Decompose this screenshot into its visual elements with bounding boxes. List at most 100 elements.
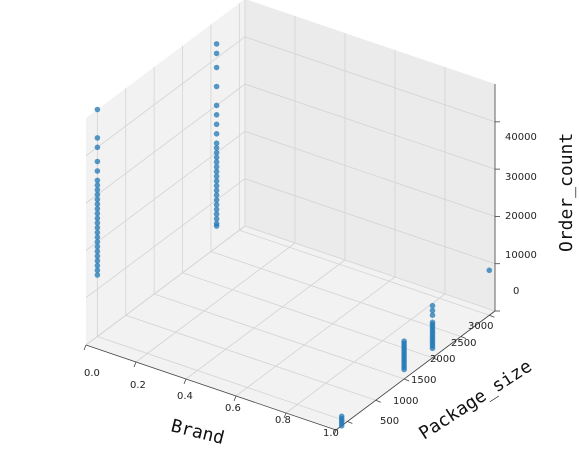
data-point	[213, 102, 220, 109]
data-point	[213, 50, 220, 57]
y-axis-line	[335, 310, 496, 431]
data-point	[94, 106, 101, 113]
y-grid-line	[239, 229, 490, 316]
data-point	[213, 159, 220, 165]
x-tick-mark	[83, 344, 87, 351]
x-tick-mark	[233, 395, 237, 402]
y-tick-mark	[489, 314, 495, 318]
data-point	[338, 413, 345, 420]
data-point	[401, 338, 407, 345]
y-grid-line	[125, 314, 376, 401]
y-tick-labels: 500 1000 1500 2000 2500 3000	[380, 321, 493, 427]
z-grid-line	[244, 178, 496, 265]
data-point	[94, 135, 101, 141]
y-axis-label: Package_size	[415, 356, 536, 444]
z-grid-line	[244, 36, 496, 123]
data-point	[94, 224, 101, 231]
y-grid-line	[182, 272, 433, 359]
data-point	[94, 220, 101, 226]
data-point	[94, 262, 101, 269]
data-point	[486, 267, 493, 274]
x-tick-label: 0.2	[130, 380, 146, 391]
data-point	[213, 83, 220, 90]
data-point	[213, 178, 220, 184]
y-tick-mark	[403, 378, 410, 382]
y-tick-mark	[347, 421, 353, 424]
data-point	[213, 220, 220, 227]
data-points	[94, 41, 493, 429]
floor-pane	[86, 226, 495, 430]
data-point	[94, 177, 101, 184]
y-tick-label: 500	[380, 416, 399, 427]
data-point	[213, 183, 220, 189]
z-grid-line	[244, 225, 496, 312]
z-grid-line	[85, 36, 246, 157]
data-point	[213, 131, 220, 137]
x-tick-label: 0.0	[84, 368, 100, 379]
data-point	[94, 267, 101, 274]
data-point	[213, 192, 220, 198]
z-axis-label: Order_count	[556, 133, 577, 252]
y-tick-mark	[375, 399, 381, 403]
x-grid-line	[135, 242, 296, 363]
data-point	[94, 201, 101, 207]
data-point	[213, 149, 220, 156]
data-point	[94, 272, 101, 278]
data-point	[213, 121, 220, 128]
data-point	[213, 173, 220, 180]
x-tick-label: 1.0	[323, 428, 339, 439]
z-grid-line	[85, 225, 246, 346]
grid-lines	[85, 0, 496, 431]
x-tick-mark	[133, 361, 137, 368]
y-tick-label: 1500	[411, 375, 436, 386]
data-point	[213, 154, 220, 161]
data-point	[94, 144, 101, 151]
data-point	[94, 215, 101, 222]
data-point	[94, 258, 101, 264]
data-point	[94, 206, 101, 212]
data-point	[213, 140, 220, 146]
data-point	[94, 191, 101, 198]
x-tick-mark	[333, 429, 337, 436]
y-tick-label: 1000	[393, 396, 418, 407]
z-grid-line	[244, 131, 496, 217]
data-point	[213, 64, 220, 71]
data-point	[213, 216, 220, 222]
data-point	[94, 158, 101, 165]
x-tick-label: 0.8	[275, 415, 291, 426]
data-point	[213, 201, 220, 208]
data-point	[94, 187, 101, 193]
y-grid-line	[154, 293, 405, 380]
data-point	[94, 196, 101, 203]
data-point	[213, 206, 220, 213]
data-point	[429, 319, 436, 326]
data-point	[213, 211, 220, 217]
z-tick-label: 40000	[505, 132, 537, 143]
z-tick-label: 30000	[505, 172, 537, 183]
data-point	[94, 182, 101, 188]
y-tick-mark	[432, 357, 438, 361]
x-grid-line	[235, 276, 396, 397]
y-grid-line	[97, 336, 348, 422]
data-point	[94, 248, 101, 255]
z-tick-label: 10000	[505, 250, 537, 261]
z-tick-labels: 0 10000 20000 30000 40000	[505, 132, 537, 297]
data-point	[429, 312, 436, 319]
x-tick-label: 0.4	[177, 391, 193, 402]
data-point	[429, 307, 436, 314]
data-point	[94, 168, 101, 174]
data-point	[94, 210, 101, 217]
data-point	[213, 41, 220, 47]
data-point	[213, 112, 220, 118]
data-point	[94, 239, 101, 245]
data-point	[213, 145, 220, 151]
data-point	[213, 197, 220, 203]
tick-marks	[83, 121, 500, 436]
data-point	[213, 168, 220, 175]
x-axis-label: Brand	[169, 415, 227, 448]
x-tick-labels: 0.0 0.2 0.4 0.6 0.8 1.0	[84, 368, 339, 439]
data-point	[94, 229, 101, 236]
x-grid-line	[185, 259, 346, 380]
data-point	[94, 234, 101, 240]
